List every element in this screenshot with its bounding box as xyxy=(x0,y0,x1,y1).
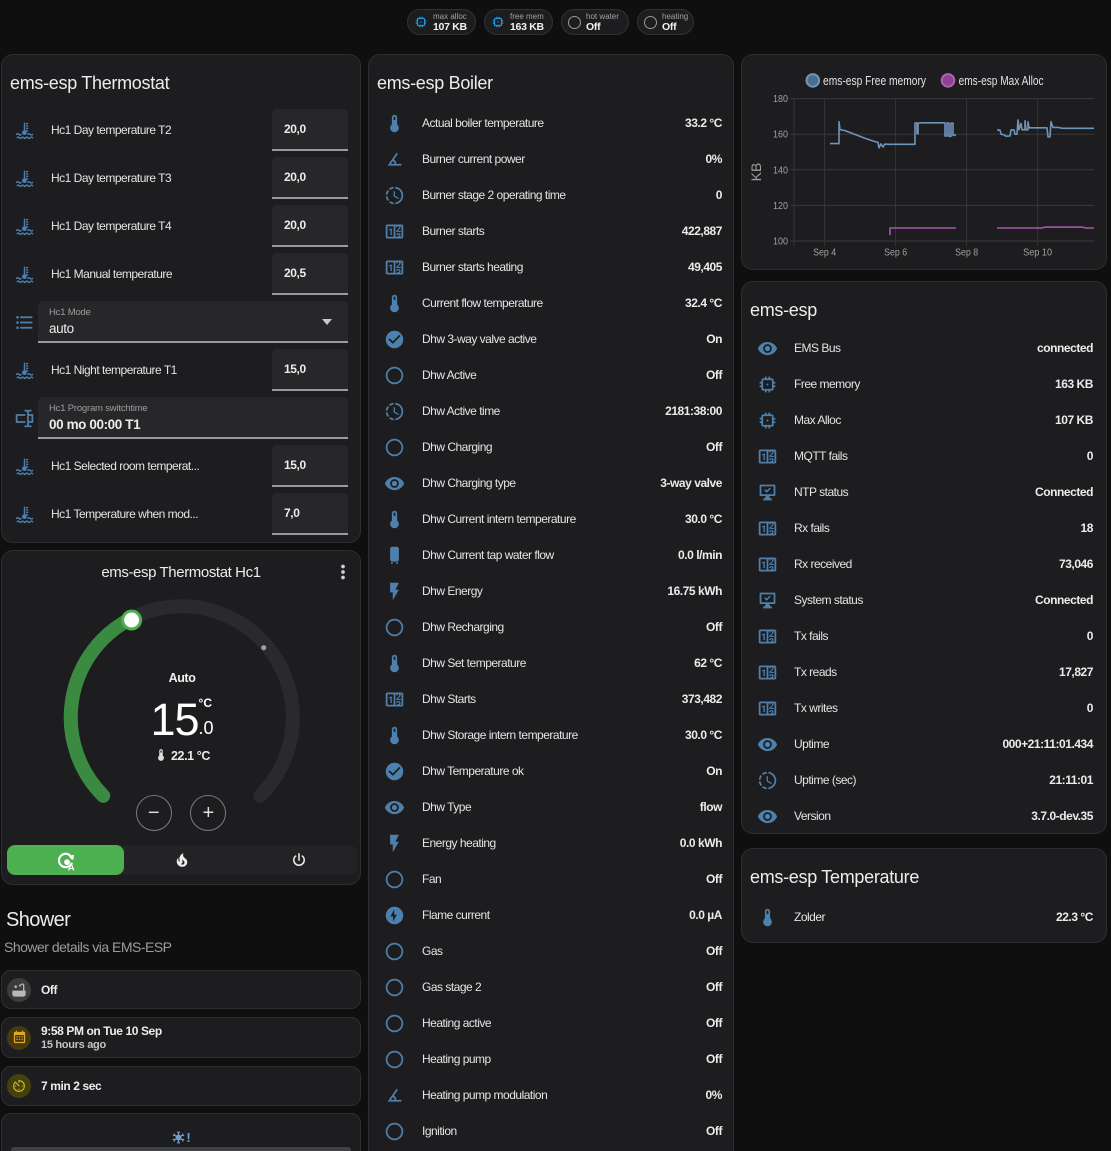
svg-text:180: 180 xyxy=(773,93,788,105)
svg-text:120: 120 xyxy=(773,200,788,212)
svg-text:160: 160 xyxy=(773,129,788,141)
svg-text:100: 100 xyxy=(773,236,788,248)
svg-text:Sep 8: Sep 8 xyxy=(955,247,978,259)
svg-text:A: A xyxy=(68,862,75,871)
svg-text:Sep 6: Sep 6 xyxy=(884,247,907,259)
svg-text:ems-esp Free memory: ems-esp Free memory xyxy=(823,73,926,88)
svg-text:140: 140 xyxy=(773,164,788,176)
svg-text:KB: KB xyxy=(748,163,764,182)
svg-text:Sep 4: Sep 4 xyxy=(813,247,836,259)
svg-text:ems-esp Max Alloc: ems-esp Max Alloc xyxy=(959,73,1044,88)
svg-text:Sep 10: Sep 10 xyxy=(1023,247,1052,259)
